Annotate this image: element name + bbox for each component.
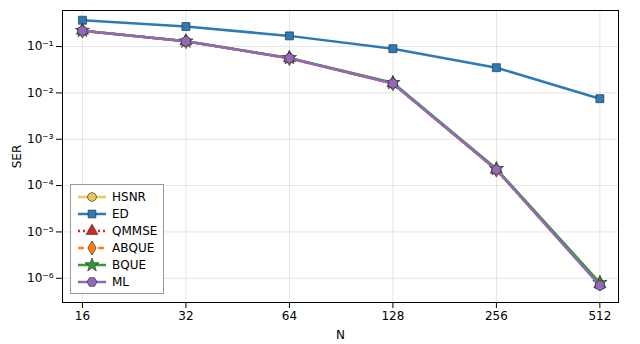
svg-text:10⁻³: 10⁻³ — [27, 132, 54, 146]
svg-text:10⁻¹: 10⁻¹ — [27, 39, 54, 53]
svg-text:512: 512 — [588, 309, 611, 323]
svg-text:SER: SER — [10, 145, 24, 169]
svg-text:10⁻⁶: 10⁻⁶ — [27, 271, 54, 285]
svg-text:64: 64 — [282, 309, 297, 323]
html-text:ED: ED — [112, 206, 129, 221]
html-text:QMMSE: QMMSE — [112, 223, 158, 238]
html-text:ML: ML — [112, 274, 129, 289]
svg-text:256: 256 — [485, 309, 508, 323]
svg-text:10⁻⁴: 10⁻⁴ — [27, 178, 54, 192]
html-text:ABQUE: ABQUE — [112, 240, 155, 255]
svg-text:128: 128 — [381, 309, 404, 323]
svg-text:10⁻²: 10⁻² — [27, 86, 54, 100]
svg-text:16: 16 — [75, 309, 90, 323]
svg-text:10⁻⁵: 10⁻⁵ — [27, 225, 54, 239]
html-text:HSNR: HSNR — [112, 189, 146, 204]
svg-text:32: 32 — [178, 309, 193, 323]
svg-text:N: N — [336, 328, 345, 342]
html-text:BQUE: BQUE — [112, 257, 146, 272]
